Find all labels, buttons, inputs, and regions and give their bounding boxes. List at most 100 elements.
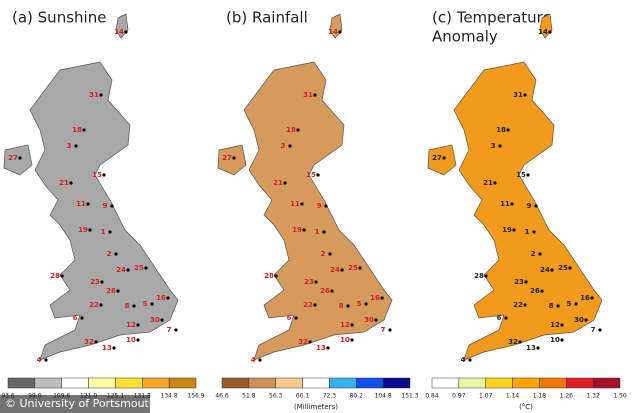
station-label: 4 bbox=[251, 356, 256, 364]
station-label: 5 bbox=[143, 300, 148, 308]
station-dot bbox=[108, 230, 112, 234]
station-label: 21 bbox=[483, 179, 493, 187]
station-label: 22 bbox=[89, 301, 99, 309]
station-dot bbox=[80, 316, 84, 320]
station-dot bbox=[136, 338, 140, 342]
station-label: 19 bbox=[292, 226, 302, 234]
station-dot bbox=[324, 204, 328, 208]
station-dot bbox=[598, 328, 602, 332]
station-dot bbox=[560, 323, 564, 327]
station-dot bbox=[114, 252, 118, 256]
station-label: 9 bbox=[103, 202, 108, 210]
station-label: 3 bbox=[281, 142, 286, 150]
station-label: 23 bbox=[514, 278, 524, 286]
station-dot bbox=[498, 144, 502, 148]
station-label: 21 bbox=[59, 179, 69, 187]
station-dot bbox=[69, 181, 73, 185]
station-label: 32 bbox=[84, 338, 94, 346]
station-dot bbox=[274, 274, 278, 278]
station-label: 15 bbox=[306, 171, 316, 179]
station-label: 5 bbox=[357, 300, 362, 308]
station-dot bbox=[116, 289, 120, 293]
station-dot bbox=[548, 30, 552, 34]
legend-swatch bbox=[356, 377, 384, 389]
station-label: 8 bbox=[339, 302, 344, 310]
station-label: 25 bbox=[348, 264, 358, 272]
station-label: 11 bbox=[290, 200, 300, 208]
station-dot bbox=[493, 181, 497, 185]
station-dot bbox=[584, 318, 588, 322]
station-label: 10 bbox=[340, 336, 350, 344]
legend-label: 1.18 bbox=[533, 393, 547, 400]
panel-title: (b) Rainfall bbox=[226, 9, 308, 27]
legend-swatch bbox=[431, 377, 460, 389]
station-dot bbox=[532, 230, 536, 234]
legend-swatch bbox=[329, 377, 357, 389]
station-label: 18 bbox=[496, 126, 506, 134]
station-dot bbox=[556, 304, 560, 308]
station-dot bbox=[358, 266, 362, 270]
station-label: 26 bbox=[530, 287, 540, 295]
region-outline bbox=[217, 144, 247, 176]
station-dot bbox=[124, 30, 128, 34]
legend-swatch bbox=[382, 377, 411, 389]
station-label: 4 bbox=[461, 356, 466, 364]
station-dot bbox=[523, 93, 527, 97]
station-label: 2 bbox=[321, 250, 326, 258]
station-label: 24 bbox=[330, 266, 340, 274]
station-label: 19 bbox=[78, 226, 88, 234]
station-label: 27 bbox=[432, 154, 442, 162]
legend-swatch bbox=[539, 377, 567, 389]
station-dot bbox=[512, 228, 516, 232]
station-dot bbox=[296, 128, 300, 132]
station-label: 15 bbox=[516, 171, 526, 179]
station-dot bbox=[283, 181, 287, 185]
station-dot bbox=[60, 274, 64, 278]
legend-label: 1.32 bbox=[586, 393, 600, 400]
region-outline bbox=[427, 144, 457, 176]
station-label: 10 bbox=[550, 336, 560, 344]
station-label: 13 bbox=[316, 344, 326, 352]
station-label: 12 bbox=[340, 321, 350, 329]
station-dot bbox=[74, 144, 78, 148]
legend-swatch bbox=[566, 377, 594, 389]
legend-label: 51.8 bbox=[242, 393, 256, 400]
watermark-bg bbox=[0, 395, 150, 413]
station-label: 24 bbox=[540, 266, 550, 274]
legend-label: 156.9 bbox=[187, 393, 204, 400]
panel-title: (c) Temperature bbox=[432, 9, 552, 27]
station-label: 6 bbox=[287, 314, 292, 322]
station-label: 7 bbox=[381, 326, 386, 334]
station-label: 30 bbox=[150, 316, 160, 324]
station-dot bbox=[132, 304, 136, 308]
station-dot bbox=[380, 296, 384, 300]
station-dot bbox=[300, 202, 304, 206]
station-dot bbox=[504, 316, 508, 320]
legend-label: 66.1 bbox=[296, 393, 310, 400]
legend-swatch bbox=[142, 377, 170, 389]
station-dot bbox=[110, 204, 114, 208]
station-dot bbox=[174, 328, 178, 332]
legend-swatch bbox=[302, 377, 330, 389]
station-dot bbox=[94, 340, 98, 344]
legend-swatch bbox=[485, 377, 513, 389]
station-label: 1 bbox=[315, 228, 320, 236]
station-label: 16 bbox=[156, 294, 166, 302]
station-dot bbox=[534, 204, 538, 208]
station-dot bbox=[526, 173, 530, 177]
station-label: 6 bbox=[73, 314, 78, 322]
region-outline bbox=[29, 61, 179, 361]
station-label: 3 bbox=[491, 142, 496, 150]
legend-swatch bbox=[115, 377, 143, 389]
station-dot bbox=[144, 266, 148, 270]
station-dot bbox=[518, 340, 522, 344]
station-dot bbox=[313, 93, 317, 97]
station-dot bbox=[100, 280, 104, 284]
station-dot bbox=[258, 358, 262, 362]
station-label: 30 bbox=[574, 316, 584, 324]
legend-unit: (Millimeters) bbox=[294, 403, 338, 411]
